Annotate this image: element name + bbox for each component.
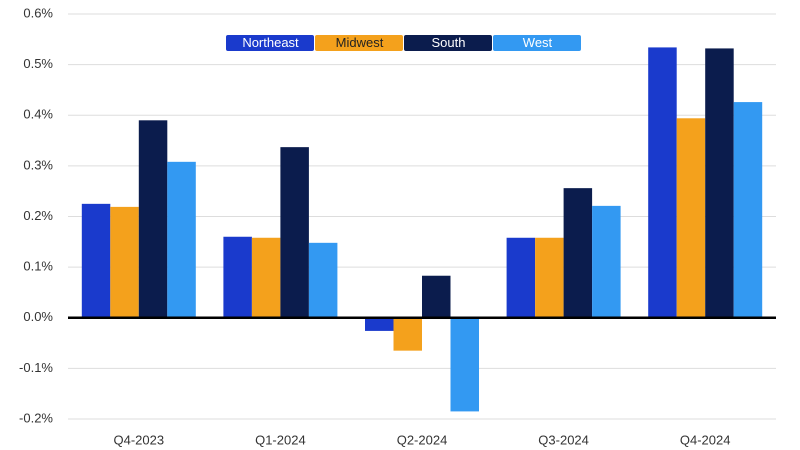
legend-label: Midwest bbox=[336, 35, 384, 50]
bar bbox=[393, 317, 422, 351]
bar bbox=[167, 161, 196, 318]
x-tick-label: Q4-2023 bbox=[114, 432, 165, 447]
y-tick-label: 0.6% bbox=[23, 5, 53, 20]
y-tick-label: 0.2% bbox=[23, 208, 53, 223]
bar bbox=[110, 206, 139, 318]
bar bbox=[676, 118, 706, 318]
bar bbox=[648, 47, 677, 318]
y-tick-label: 0.0% bbox=[23, 309, 53, 324]
legend-label: South bbox=[432, 35, 466, 50]
y-tick-label: 0.5% bbox=[23, 56, 53, 71]
y-tick-label: 0.4% bbox=[23, 107, 53, 122]
legend-swatch bbox=[315, 35, 403, 51]
bar bbox=[506, 237, 536, 318]
bar bbox=[705, 48, 734, 318]
bar bbox=[138, 120, 168, 318]
y-tick-label: -0.2% bbox=[19, 410, 53, 425]
y-tick-label: 0.3% bbox=[23, 157, 53, 172]
legend-label: Northeast bbox=[242, 35, 299, 50]
y-tick-label: -0.1% bbox=[19, 360, 53, 375]
legend-swatch bbox=[226, 35, 314, 51]
legend-label: West bbox=[523, 35, 553, 50]
x-tick-label: Q2-2024 bbox=[397, 432, 448, 447]
bar bbox=[450, 317, 479, 412]
bar bbox=[535, 237, 564, 318]
bar bbox=[592, 205, 621, 318]
bar bbox=[81, 203, 111, 318]
x-tick-label: Q1-2024 bbox=[255, 432, 306, 447]
bar bbox=[223, 236, 252, 318]
bar bbox=[251, 237, 281, 318]
bar bbox=[733, 102, 763, 318]
bar bbox=[280, 147, 309, 318]
y-tick-label: 0.1% bbox=[23, 259, 53, 274]
legend-swatch bbox=[493, 35, 581, 51]
bar bbox=[422, 275, 451, 318]
bar bbox=[308, 242, 338, 318]
bar bbox=[365, 317, 394, 331]
bar bbox=[563, 188, 593, 318]
x-tick-label: Q3-2024 bbox=[538, 432, 589, 447]
legend-swatch bbox=[404, 35, 492, 51]
x-tick-label: Q4-2024 bbox=[680, 432, 731, 447]
